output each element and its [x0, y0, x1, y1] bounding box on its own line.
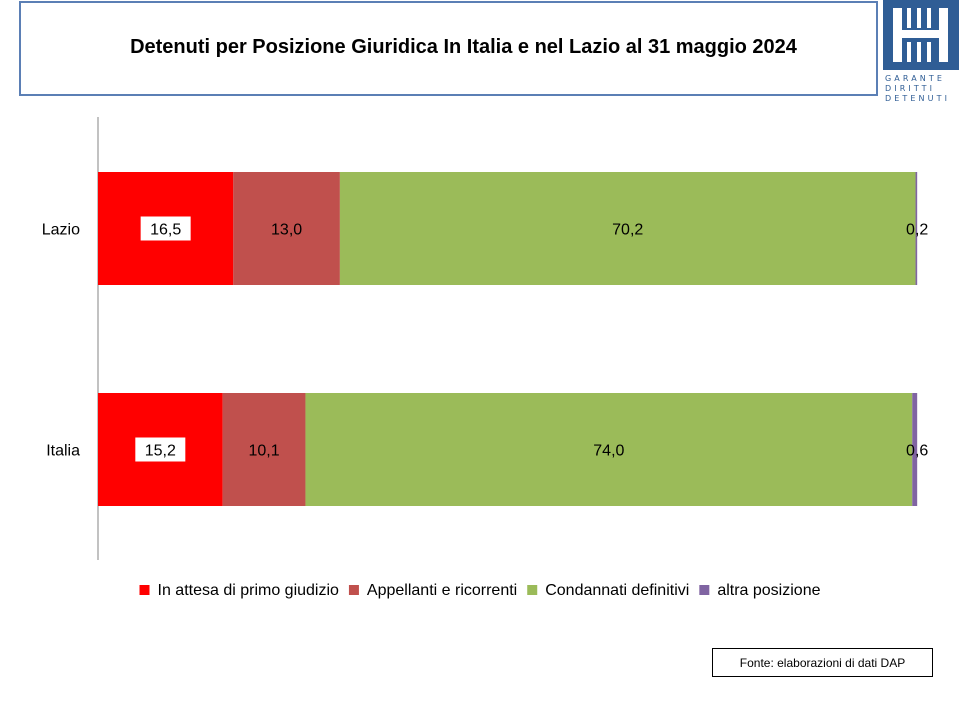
bar-segment [339, 172, 916, 285]
data-label: 74,0 [593, 443, 624, 460]
category-label: Lazio [42, 222, 80, 239]
chart-title: Detenuti per Posizione Giuridica In Ital… [130, 36, 797, 58]
logo-line-1: GARANTE [885, 74, 946, 83]
bar-segment [233, 172, 340, 285]
legend-swatch [139, 585, 150, 595]
logo-line-2: DIRITTI [885, 84, 936, 93]
bar-segment [915, 172, 918, 285]
legend-label: In attesa di primo giudizio [158, 582, 340, 599]
legend-label: Appellanti e ricorrenti [367, 582, 517, 599]
source-text: Fonte: elaborazioni di dati DAP [739, 655, 906, 670]
bar-segment [912, 393, 918, 506]
legend-label: altra posizione [717, 582, 820, 599]
data-label: 0,6 [906, 443, 928, 460]
data-label: 15,2 [145, 443, 176, 460]
bar-segment [305, 393, 913, 506]
legend-label: Condannati definitivi [545, 582, 689, 599]
data-label-box [140, 216, 191, 241]
garante-logo-icon [883, 0, 959, 70]
data-label-box [135, 437, 186, 462]
data-label: 13,0 [271, 222, 302, 239]
legend-swatch [699, 585, 710, 595]
bar-segment [222, 393, 306, 506]
legend-swatch [348, 585, 359, 595]
legend-swatch [527, 585, 538, 595]
category-label: Italia [46, 443, 80, 460]
source-note: Fonte: elaborazioni di dati DAP [712, 648, 933, 677]
data-label: 0,2 [906, 222, 928, 239]
title-box: Detenuti per Posizione Giuridica In Ital… [19, 1, 878, 96]
logo-line-3: DETENUTI [885, 94, 951, 103]
data-label: 70,2 [612, 222, 643, 239]
data-label: 16,5 [150, 222, 181, 239]
data-label: 10,1 [248, 443, 279, 460]
